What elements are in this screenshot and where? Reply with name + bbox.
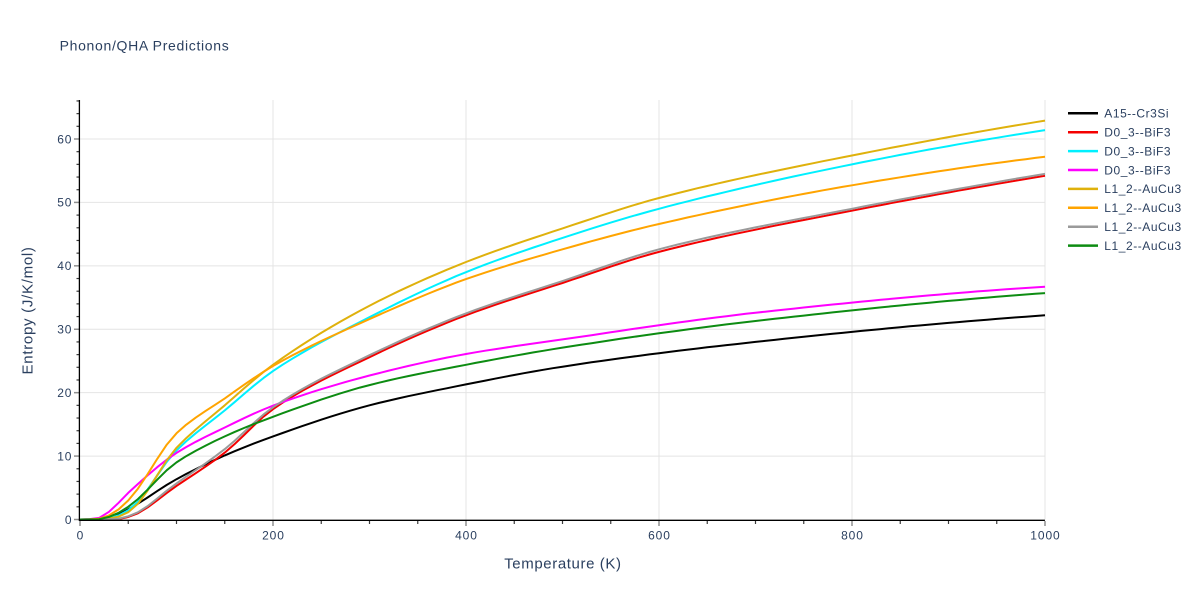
svg-text:0: 0 bbox=[77, 529, 85, 543]
svg-text:30: 30 bbox=[57, 323, 72, 337]
svg-text:50: 50 bbox=[57, 196, 72, 210]
svg-text:A15--Cr3Si: A15--Cr3Si bbox=[1104, 107, 1169, 121]
svg-text:1000: 1000 bbox=[1030, 529, 1060, 543]
svg-text:20: 20 bbox=[57, 386, 72, 400]
svg-text:L1_2--AuCu3: L1_2--AuCu3 bbox=[1104, 182, 1181, 196]
svg-text:Phonon/QHA Predictions: Phonon/QHA Predictions bbox=[60, 37, 230, 53]
svg-text:L1_2--AuCu3: L1_2--AuCu3 bbox=[1104, 239, 1181, 253]
svg-text:L1_2--AuCu3: L1_2--AuCu3 bbox=[1104, 201, 1181, 215]
svg-text:D0_3--BiF3: D0_3--BiF3 bbox=[1104, 126, 1171, 140]
svg-text:L1_2--AuCu3: L1_2--AuCu3 bbox=[1104, 220, 1181, 234]
svg-text:200: 200 bbox=[262, 529, 285, 543]
svg-text:800: 800 bbox=[841, 529, 864, 543]
svg-text:D0_3--BiF3: D0_3--BiF3 bbox=[1104, 163, 1171, 177]
svg-text:60: 60 bbox=[57, 132, 72, 146]
svg-text:10: 10 bbox=[57, 449, 72, 463]
svg-text:400: 400 bbox=[455, 529, 478, 543]
svg-text:0: 0 bbox=[65, 513, 73, 527]
svg-text:40: 40 bbox=[57, 259, 72, 273]
svg-text:Entropy (J/K/mol): Entropy (J/K/mol) bbox=[20, 246, 37, 374]
svg-text:600: 600 bbox=[648, 529, 671, 543]
svg-text:D0_3--BiF3: D0_3--BiF3 bbox=[1104, 144, 1171, 158]
svg-text:Temperature (K): Temperature (K) bbox=[504, 555, 621, 572]
